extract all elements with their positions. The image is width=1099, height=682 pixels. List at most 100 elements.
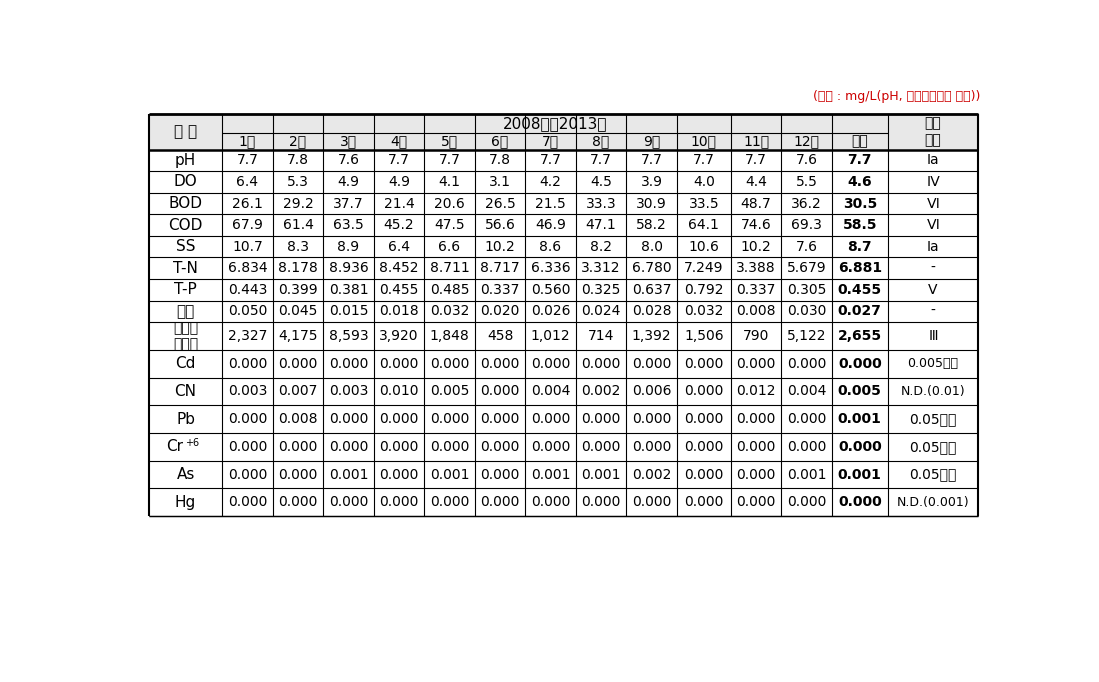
Text: 0.003: 0.003 [329, 385, 368, 398]
Text: 0.000: 0.000 [227, 357, 267, 370]
Text: 6.4: 6.4 [388, 239, 410, 254]
Text: 6.834: 6.834 [227, 261, 267, 275]
Text: 4.2: 4.2 [540, 175, 562, 189]
Text: Ⅵ: Ⅵ [926, 196, 940, 211]
Text: 0.000: 0.000 [227, 495, 267, 509]
Text: 8.6: 8.6 [540, 239, 562, 254]
Text: 0.000: 0.000 [329, 412, 368, 426]
Text: 7.7: 7.7 [388, 153, 410, 167]
Text: 0.001: 0.001 [581, 468, 621, 481]
Text: 0.032: 0.032 [685, 304, 723, 318]
Text: 0.000: 0.000 [632, 440, 671, 454]
Text: 0.006: 0.006 [632, 385, 671, 398]
Text: 0.000: 0.000 [278, 495, 318, 509]
Text: T-N: T-N [174, 261, 198, 276]
Text: 30.9: 30.9 [636, 196, 667, 211]
Text: -: - [931, 304, 935, 318]
Text: 0.000: 0.000 [379, 357, 419, 370]
Text: 714: 714 [588, 329, 614, 343]
Text: 0.455: 0.455 [379, 283, 419, 297]
Text: 29.2: 29.2 [282, 196, 313, 211]
Text: 33.3: 33.3 [586, 196, 617, 211]
Text: 4.4: 4.4 [745, 175, 767, 189]
Text: 2008년～2013년: 2008년～2013년 [502, 116, 607, 131]
Text: 7.6: 7.6 [337, 153, 359, 167]
Text: 0.000: 0.000 [430, 412, 469, 426]
Text: SS: SS [176, 239, 196, 254]
Text: 5.679: 5.679 [787, 261, 826, 275]
Text: Ⅴ: Ⅴ [929, 283, 937, 297]
Text: 0.000: 0.000 [480, 495, 520, 509]
Text: 0.000: 0.000 [379, 495, 419, 509]
Text: 8.178: 8.178 [278, 261, 318, 275]
Text: 1,392: 1,392 [632, 329, 671, 343]
Text: 8.717: 8.717 [480, 261, 520, 275]
Text: 64.1: 64.1 [688, 218, 720, 232]
Text: 0.05이하: 0.05이하 [909, 440, 956, 454]
Text: 0.032: 0.032 [430, 304, 469, 318]
Text: 8월: 8월 [592, 134, 610, 148]
Text: 0.000: 0.000 [329, 495, 368, 509]
Text: Ⅰa: Ⅰa [926, 239, 940, 254]
Text: 21.5: 21.5 [535, 196, 566, 211]
Text: 0.000: 0.000 [480, 440, 520, 454]
Text: 0.008: 0.008 [736, 304, 776, 318]
Text: 26.5: 26.5 [485, 196, 515, 211]
Text: 0.000: 0.000 [837, 495, 881, 509]
Text: 0.000: 0.000 [837, 440, 881, 454]
Text: 구 분: 구 분 [174, 124, 197, 139]
Text: 0.005: 0.005 [430, 385, 469, 398]
Text: Ⅵ: Ⅵ [926, 218, 940, 232]
Text: 37.7: 37.7 [333, 196, 364, 211]
Text: 0.000: 0.000 [329, 357, 368, 370]
Text: 0.337: 0.337 [736, 283, 776, 297]
Text: 7.249: 7.249 [684, 261, 723, 275]
Text: BOD: BOD [168, 196, 202, 211]
Text: 3,920: 3,920 [379, 329, 419, 343]
Text: 0.000: 0.000 [787, 440, 826, 454]
Text: 0.000: 0.000 [632, 357, 671, 370]
Text: 8.2: 8.2 [590, 239, 612, 254]
Text: N.D.(0.001): N.D.(0.001) [897, 496, 969, 509]
Text: 0.000: 0.000 [480, 412, 520, 426]
Text: Cr: Cr [166, 439, 184, 454]
Text: 7.7: 7.7 [540, 153, 562, 167]
Text: 3.9: 3.9 [641, 175, 663, 189]
Text: 46.9: 46.9 [535, 218, 566, 232]
Text: 0.003: 0.003 [227, 385, 267, 398]
Text: 0.000: 0.000 [227, 468, 267, 481]
Text: 0.000: 0.000 [531, 495, 570, 509]
Text: 0.000: 0.000 [837, 357, 881, 370]
Text: 0.000: 0.000 [685, 495, 723, 509]
Text: 7.7: 7.7 [590, 153, 612, 167]
Text: 1,506: 1,506 [684, 329, 723, 343]
Text: 8.0: 8.0 [641, 239, 663, 254]
Text: 0.325: 0.325 [581, 283, 621, 297]
Text: 30.5: 30.5 [843, 196, 877, 211]
Text: 0.792: 0.792 [684, 283, 723, 297]
Text: 48.7: 48.7 [741, 196, 771, 211]
Text: 0.000: 0.000 [430, 357, 469, 370]
Text: 페놀: 페놀 [177, 303, 195, 318]
Text: 7.6: 7.6 [796, 239, 818, 254]
Text: 7.8: 7.8 [489, 153, 511, 167]
Text: 7.7: 7.7 [847, 153, 872, 167]
Text: 0.010: 0.010 [379, 385, 419, 398]
Text: 6.6: 6.6 [439, 239, 460, 254]
Text: 0.024: 0.024 [581, 304, 621, 318]
Text: Ⅲ: Ⅲ [929, 329, 937, 343]
Text: 0.008: 0.008 [278, 412, 318, 426]
Text: 0.000: 0.000 [278, 357, 318, 370]
Text: 2월: 2월 [289, 134, 307, 148]
Text: 11월: 11월 [743, 134, 769, 148]
Text: 6.881: 6.881 [837, 261, 881, 275]
Text: 0.001: 0.001 [329, 468, 368, 481]
Text: 0.000: 0.000 [581, 412, 621, 426]
Text: 5월: 5월 [441, 134, 458, 148]
Text: 0.005이하: 0.005이하 [908, 357, 958, 370]
Text: 4.5: 4.5 [590, 175, 612, 189]
Text: 0.027: 0.027 [837, 304, 881, 318]
Text: 6.780: 6.780 [632, 261, 671, 275]
Text: 8,593: 8,593 [329, 329, 368, 343]
Text: Cd: Cd [176, 356, 196, 371]
